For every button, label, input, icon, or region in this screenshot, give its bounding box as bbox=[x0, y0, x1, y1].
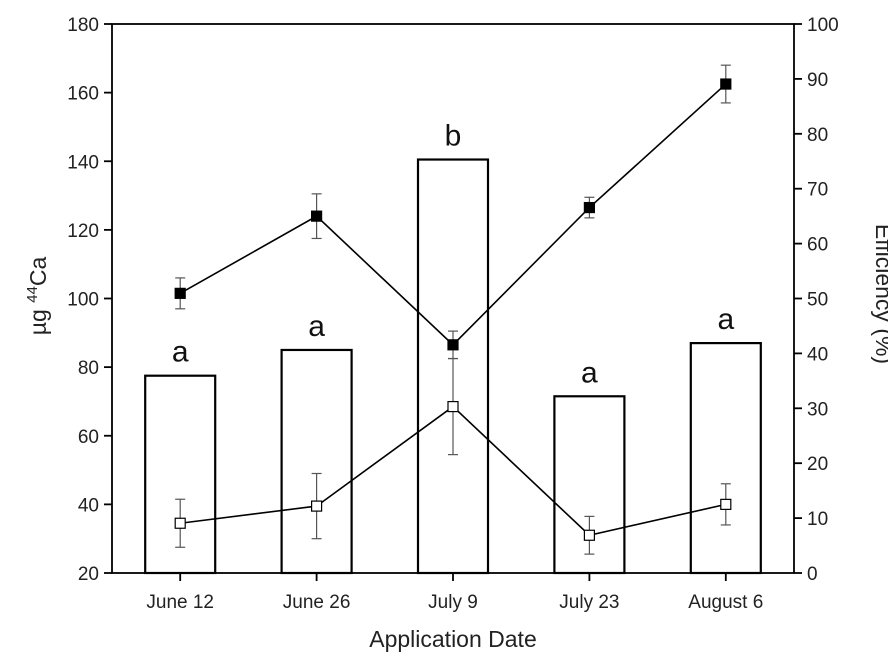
x-axis-tick-label-4: August 6 bbox=[688, 592, 763, 613]
right-axis-tick-label-1: 10 bbox=[807, 509, 828, 530]
x-axis-tick-label-3: July 23 bbox=[559, 592, 619, 613]
significance-label-1: a bbox=[308, 310, 325, 343]
axes-layer: 20 40 60 80 100 120 140 160 180 0 10 20 30 40 50 60 70 80… bbox=[67, 15, 838, 613]
series-1-marker-3 bbox=[583, 529, 596, 541]
x-axis-tick-label-0: June 12 bbox=[146, 592, 214, 613]
left-axis-tick-label-1: 40 bbox=[78, 495, 99, 516]
right-axis-tick-label-0: 0 bbox=[807, 564, 818, 585]
left-axis-title-prefix: µg bbox=[25, 303, 51, 335]
significance-label-0: a bbox=[172, 336, 189, 369]
right-axis-tick-label-9: 90 bbox=[807, 70, 828, 91]
right-axis-tick-label-4: 40 bbox=[807, 344, 828, 365]
series-0-marker-4 bbox=[720, 78, 732, 90]
significance-label-3: a bbox=[581, 356, 598, 389]
left-axis-tick-label-0: 20 bbox=[78, 564, 99, 585]
significance-label-4: a bbox=[717, 303, 734, 336]
x-axis-title: Application Date bbox=[369, 626, 537, 652]
left-axis-tick-label-5: 120 bbox=[67, 221, 99, 242]
left-axis-title-superscript: 44 bbox=[24, 286, 41, 303]
left-axis-tick-label-2: 60 bbox=[78, 427, 99, 448]
series-0-marker-1 bbox=[311, 210, 323, 222]
series-1-marker-2 bbox=[447, 400, 459, 413]
left-axis-tick-label-8: 180 bbox=[67, 15, 99, 36]
series-1-marker-4 bbox=[720, 498, 732, 510]
right-axis-tick-label-7: 70 bbox=[807, 180, 828, 201]
series-1-marker-1 bbox=[311, 500, 323, 512]
left-axis-tick-label-4: 100 bbox=[67, 290, 99, 311]
right-axis-tick-label-6: 60 bbox=[807, 235, 828, 256]
series-1-marker-0 bbox=[174, 517, 186, 529]
right-axis-tick-label-3: 30 bbox=[807, 399, 828, 420]
significance-label-2: b bbox=[445, 120, 462, 153]
series-0-marker-2 bbox=[447, 339, 459, 351]
x-axis-tick-label-1: June 26 bbox=[283, 592, 351, 613]
bar-4 bbox=[689, 342, 762, 575]
lines-layer bbox=[174, 64, 732, 555]
left-axis-title: µg 44Ca bbox=[24, 257, 51, 336]
right-axis-tick-label-10: 100 bbox=[807, 15, 839, 36]
right-axis-tick-label-5: 50 bbox=[807, 290, 828, 311]
right-axis-tick-label-8: 80 bbox=[807, 125, 828, 146]
left-axis-tick-label-6: 140 bbox=[67, 152, 99, 173]
x-axis-tick-label-2: July 9 bbox=[428, 592, 478, 613]
left-axis-tick-label-3: 80 bbox=[78, 358, 99, 379]
left-axis-title-suffix: Ca bbox=[25, 257, 51, 287]
right-axis-title: Efficiency (%) bbox=[871, 224, 888, 364]
right-axis-tick-label-2: 20 bbox=[807, 454, 828, 475]
series-0-marker-3 bbox=[583, 201, 596, 214]
series-0-marker-0 bbox=[174, 287, 186, 299]
bar-1 bbox=[280, 348, 353, 575]
left-axis-tick-label-7: 160 bbox=[67, 84, 99, 105]
